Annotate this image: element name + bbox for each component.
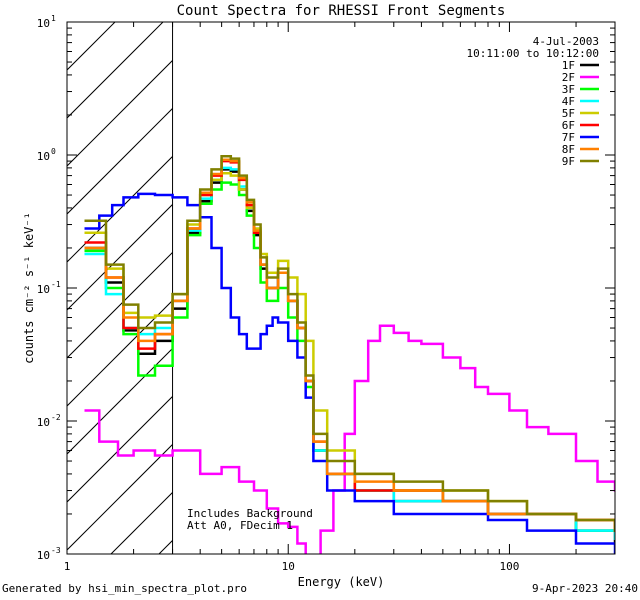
- legend-date: 4-Jul-2003: [533, 35, 599, 48]
- legend-label: 8F: [562, 143, 575, 156]
- hatch-stripe: [67, 22, 164, 119]
- hatch-stripe: [67, 107, 173, 215]
- y-tick-label: 10: [37, 150, 50, 163]
- legend: 4-Jul-2003 10:11:00 to 10:12:00 1F2F3F4F…: [467, 35, 599, 168]
- series-line-9f: [84, 154, 615, 532]
- hatch-stripe: [67, 59, 173, 167]
- hatch-stripe: [67, 443, 173, 551]
- x-tick-label: 1: [64, 560, 71, 573]
- series-line-8f: [84, 158, 615, 532]
- legend-label: 2F: [562, 71, 575, 84]
- y-tick-label: 10: [37, 416, 50, 429]
- y-tick-exponent: 1: [51, 14, 56, 23]
- hatch-stripe: [67, 203, 173, 311]
- x-tick-label: 10: [282, 560, 295, 573]
- legend-label: 5F: [562, 107, 575, 120]
- y-tick-exponent: -1: [51, 280, 61, 289]
- x-tick-label: 100: [500, 560, 520, 573]
- series-line-2f: [84, 324, 615, 554]
- chart-title: Count Spectra for RHESSI Front Segments: [177, 3, 506, 19]
- legend-label: 4F: [562, 95, 575, 108]
- y-tick-label: 10: [37, 17, 50, 30]
- legend-label: 9F: [562, 155, 575, 168]
- hatch-stripe: [67, 251, 173, 359]
- annotation-background: Includes Background: [187, 507, 313, 520]
- series-line-4f: [84, 166, 615, 541]
- legend-label: 1F: [562, 59, 575, 72]
- legend-label: 3F: [562, 83, 575, 96]
- y-tick-exponent: -2: [51, 413, 61, 422]
- series-line-5f: [84, 171, 615, 532]
- annotation-attenuator: Att A0, FDecim 1: [187, 519, 293, 532]
- footer-generated-by: Generated by hsi_min_spectra_plot.pro: [2, 582, 248, 595]
- hatch-stripe: [67, 395, 173, 503]
- y-tick-exponent: 0: [51, 147, 56, 156]
- legend-label: 7F: [562, 131, 575, 144]
- series-line-6f: [84, 159, 615, 532]
- legend-label: 6F: [562, 119, 575, 132]
- hatched-region: [67, 22, 173, 554]
- footer-timestamp: 9-Apr-2023 20:40: [532, 582, 638, 595]
- x-axis-label: Energy (keV): [298, 575, 385, 589]
- series-line-7f: [84, 192, 615, 554]
- x-axis: 1 10 100: [64, 22, 616, 573]
- y-tick-label: 10: [37, 549, 50, 562]
- y-tick-label: 10: [37, 283, 50, 296]
- legend-time-range: 10:11:00 to 10:12:00: [467, 47, 599, 60]
- y-axis-label: counts cm⁻² s⁻¹ keV⁻¹: [22, 212, 36, 364]
- y-tick-exponent: -3: [51, 546, 61, 555]
